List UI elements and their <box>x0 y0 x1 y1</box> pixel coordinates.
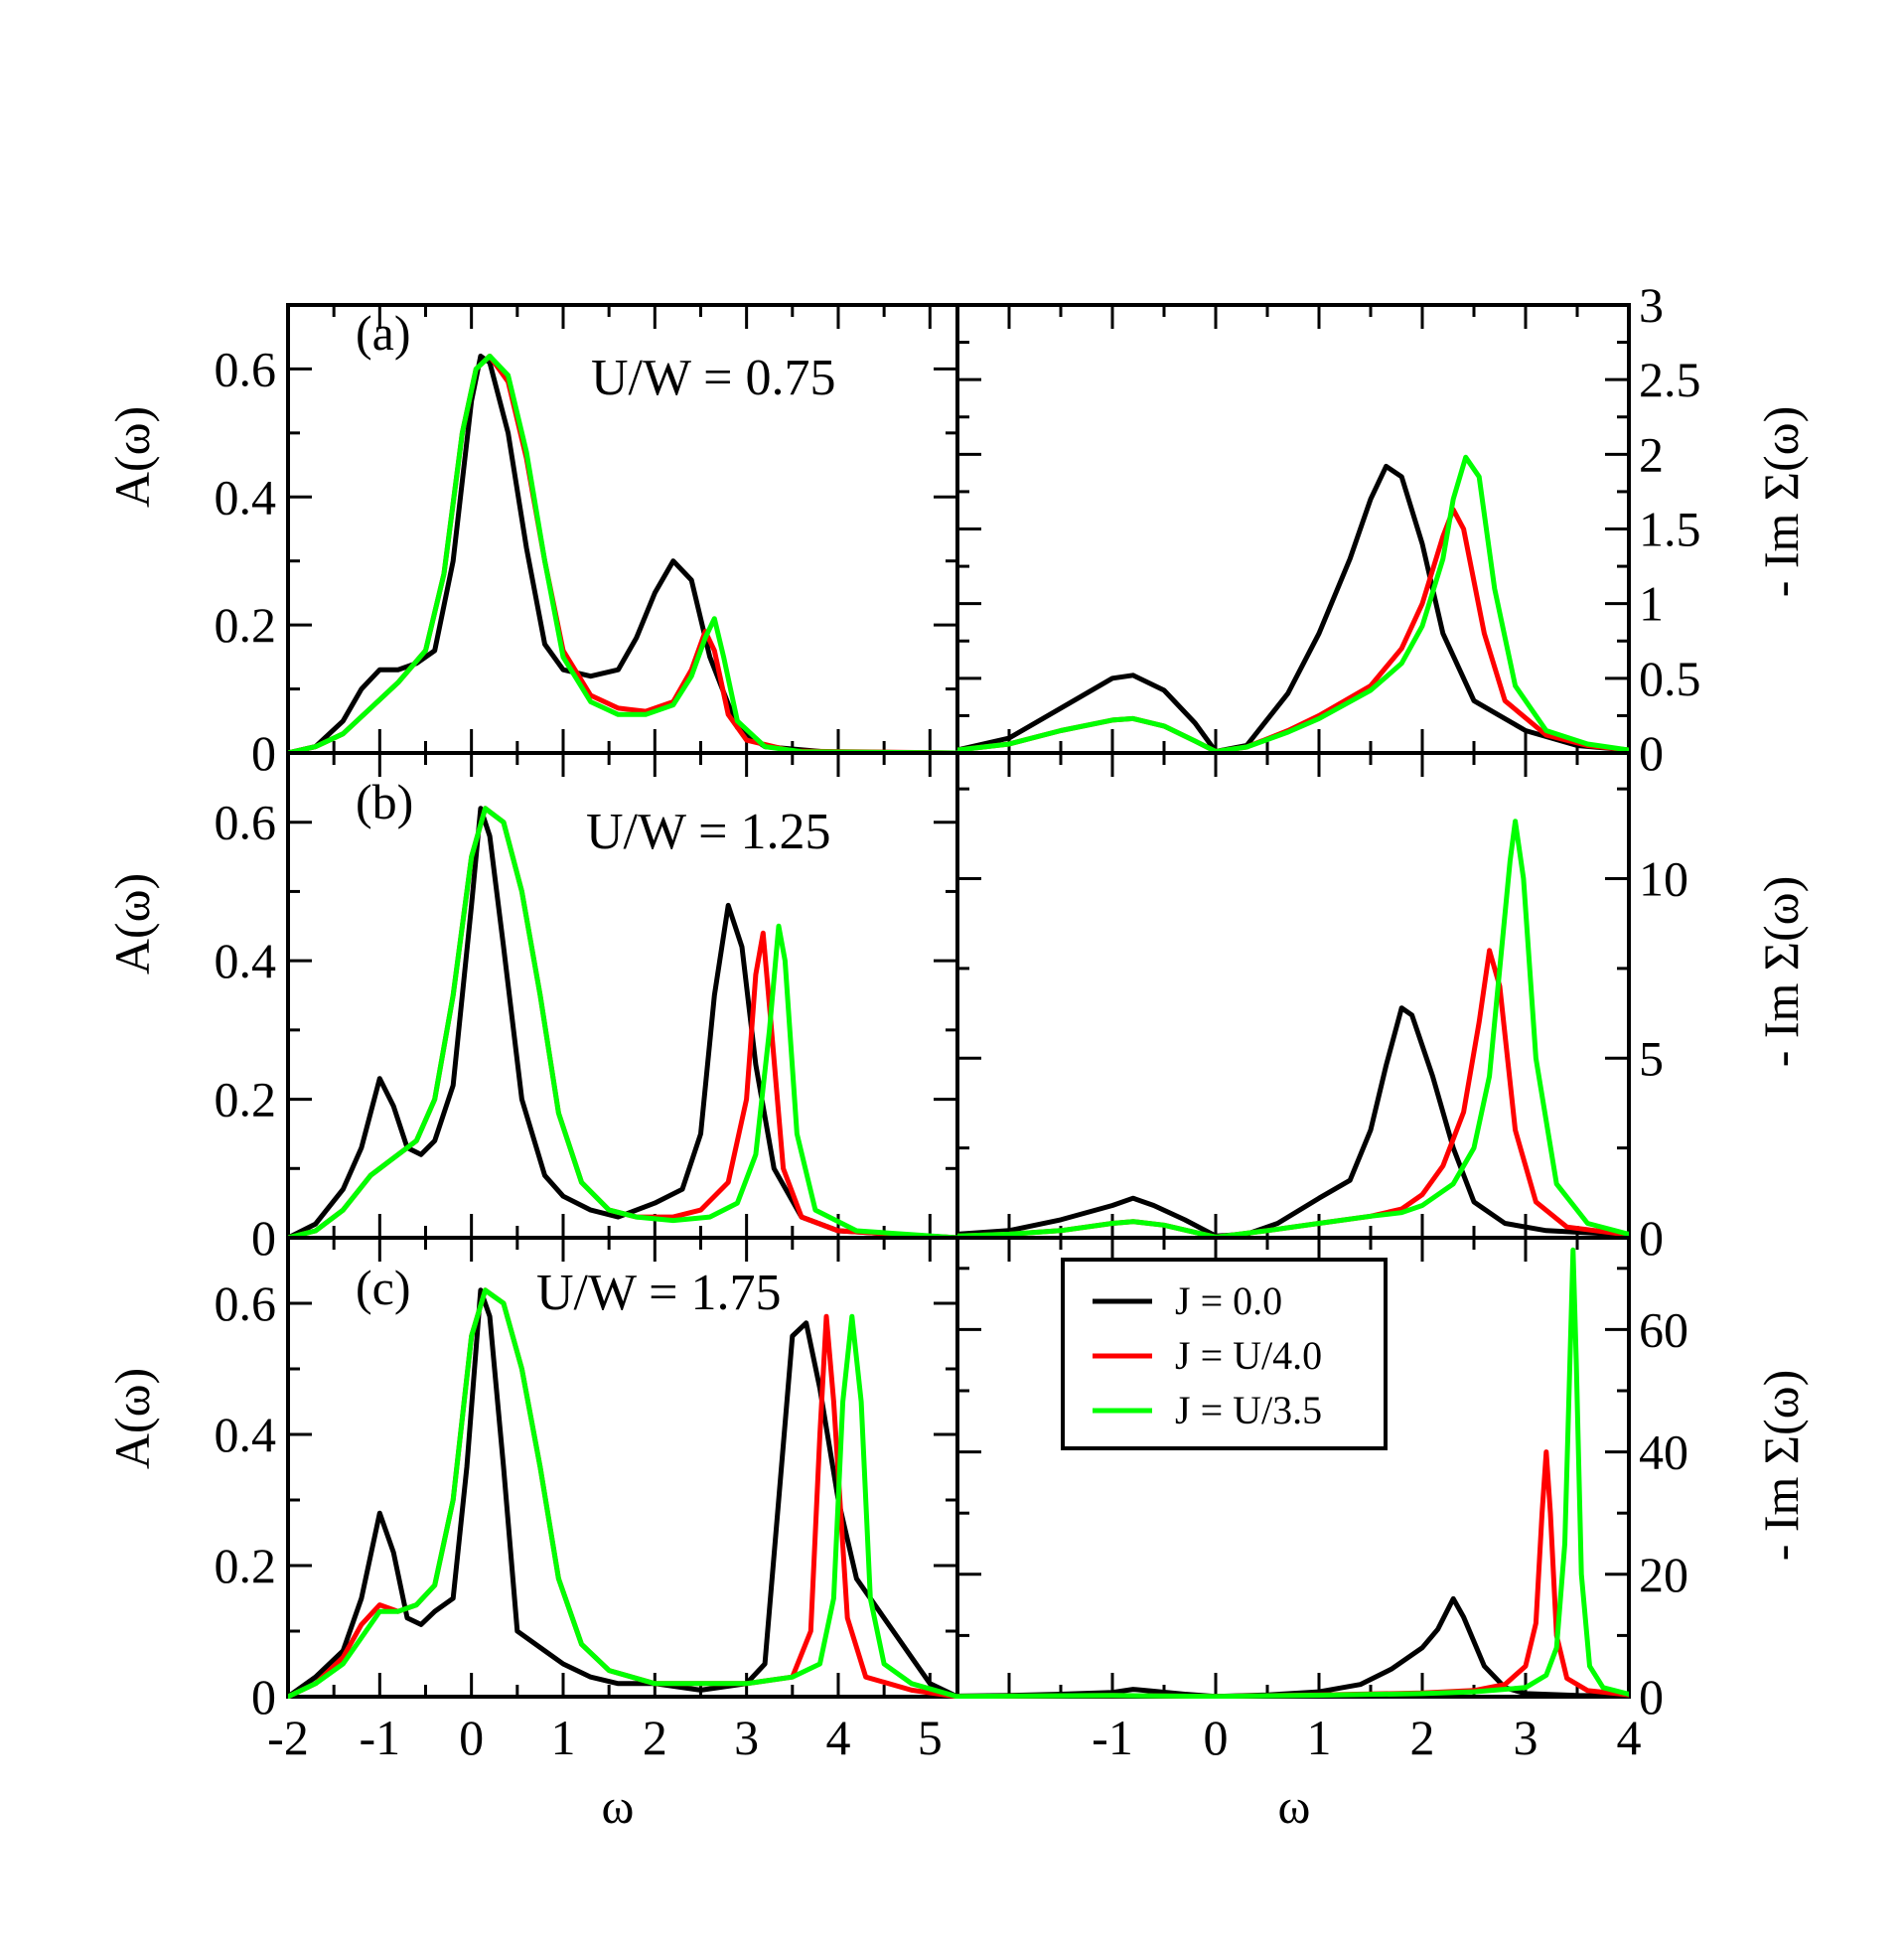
row-2-right-ytick-label: 5 <box>1639 1030 1664 1086</box>
legend-label-ju35: J = U/3.5 <box>1175 1388 1322 1432</box>
row-3-left-y-title: A(ω) <box>104 1368 160 1469</box>
right-xtick-label: 4 <box>1617 1710 1642 1765</box>
left-xtick-label: 5 <box>918 1710 943 1765</box>
row-2-left-ytick-label: 0.2 <box>215 1072 277 1127</box>
left-xtick-label: 1 <box>550 1710 575 1765</box>
left-xtick-label: -1 <box>360 1710 401 1765</box>
row-3-right-ytick-label: 20 <box>1639 1547 1688 1602</box>
x-axis-title-right: ω <box>1278 1778 1311 1834</box>
row-2-right-ytick-label: 0 <box>1639 1210 1664 1266</box>
row-1-left-ytick-label: 0.6 <box>215 341 277 396</box>
row-2-self_energy-line-j_u35 <box>957 819 1629 1240</box>
left-xtick-label: 2 <box>643 1710 667 1765</box>
row-1-spectral-curves <box>288 354 957 755</box>
row-2-panel-label: (b) <box>356 774 413 829</box>
legend: J = 0.0 J = U/4.0 J = U/3.5 <box>1061 1258 1388 1450</box>
row-3-uw-label: U/W = 1.75 <box>536 1265 781 1321</box>
row-1-left-ytick-label: 0.4 <box>215 469 277 525</box>
row-2-left-ytick-label: 0 <box>251 1210 276 1266</box>
row-3-right-ytick-label: 40 <box>1639 1424 1688 1480</box>
right-xtick-label: 1 <box>1307 1710 1332 1765</box>
row-2-left-y-title: A(ω) <box>104 873 160 974</box>
row-1-right-ytick-label: 1.5 <box>1639 502 1701 557</box>
left-xtick-label: -2 <box>267 1710 309 1765</box>
row-3-right-ytick-label: 0 <box>1639 1669 1664 1724</box>
row-3-spectral-line-j_u35 <box>288 1287 957 1699</box>
left-xtick-label: 0 <box>459 1710 484 1765</box>
row-1-right-y-title: - Im Σ(ω) <box>1753 406 1809 598</box>
row-3-spectral-line-j0 <box>288 1287 957 1699</box>
row-1-left-y-title: A(ω) <box>104 406 160 508</box>
row-2-self_energy-line-j_u4 <box>957 948 1629 1240</box>
legend-label-j0: J = 0.0 <box>1175 1278 1282 1323</box>
row-3-self_energy-line-j_u4 <box>957 1449 1629 1699</box>
row-1-right-ytick-label: 1 <box>1639 576 1664 632</box>
row-1-uw-label: U/W = 0.75 <box>591 350 835 406</box>
row-1-right-ytick-label: 0.5 <box>1639 651 1701 706</box>
legend-label-ju4: J = U/4.0 <box>1175 1333 1322 1378</box>
row-2-spectral-line-j_u35 <box>288 806 957 1240</box>
right-xtick-label: 3 <box>1514 1710 1538 1765</box>
row-3-self_energy-curves <box>957 1247 1629 1699</box>
row-2-self_energy-curves <box>957 819 1629 1240</box>
row-1-spectral-line-j_u35 <box>288 354 957 755</box>
row-3-left-ytick-label: 0.6 <box>215 1275 277 1331</box>
row-2-right-ytick-label: 10 <box>1639 851 1688 907</box>
row-1-left-ytick-label: 0 <box>251 725 276 781</box>
row-2-left-ytick-label: 0.4 <box>215 933 277 988</box>
left-xtick-label: 3 <box>734 1710 759 1765</box>
row-1-right-ytick-label: 2 <box>1639 426 1664 482</box>
row-3-left-ytick-label: 0 <box>251 1669 276 1724</box>
row-1-right-ytick-label: 2.5 <box>1639 352 1701 407</box>
row-3-left-ytick-label: 0.4 <box>215 1407 277 1462</box>
panels-layer: 0 0.2 0.4 0.6 0 0.5 1 1.5 2 2.5 3 (a) U/W = 0.75 A(ω)… <box>104 277 1809 1765</box>
row-3-panel-label: (c) <box>356 1260 411 1315</box>
row-2-spectral-curves <box>288 806 957 1240</box>
right-xtick-label: 2 <box>1410 1710 1435 1765</box>
row-2-spectral-line-j0 <box>288 806 957 1240</box>
row-3-self_energy-line-j_u35 <box>957 1247 1629 1699</box>
row-3-right-ytick-label: 60 <box>1639 1301 1688 1357</box>
left-xtick-label: 4 <box>825 1710 850 1765</box>
row-2-right-frame <box>955 751 1631 1240</box>
row-1-right-ytick-label: 0 <box>1639 725 1664 781</box>
row-2-self_energy-line-j0 <box>957 1005 1629 1239</box>
right-xtick-label: 0 <box>1204 1710 1229 1765</box>
row-2-uw-label: U/W = 1.25 <box>586 804 830 860</box>
row-1-panel-label: (a) <box>356 305 411 361</box>
row-1-self_energy-line-j_u35 <box>957 454 1629 754</box>
row-3-right-y-title: - Im Σ(ω) <box>1753 1370 1809 1562</box>
row-1-self_energy-line-j0 <box>957 463 1629 754</box>
row-1-self_energy-curves <box>957 454 1629 754</box>
x-axis-title-left: ω <box>602 1778 635 1834</box>
row-3-spectral-curves <box>288 1287 957 1699</box>
right-xtick-label: -1 <box>1092 1710 1133 1765</box>
row-1-self_energy-line-j_u4 <box>957 507 1629 754</box>
row-1-right-ytick-label: 3 <box>1639 277 1664 333</box>
row-1-left-ytick-label: 0.2 <box>215 597 277 653</box>
row-2-spectral-line-j_u4 <box>288 806 957 1240</box>
row-3-left-ytick-label: 0.2 <box>215 1538 277 1593</box>
row-2-left-ytick-label: 0.6 <box>215 795 277 850</box>
row-3-self_energy-line-j0 <box>957 1595 1629 1699</box>
row-2-right-y-title: - Im Σ(ω) <box>1753 876 1809 1068</box>
